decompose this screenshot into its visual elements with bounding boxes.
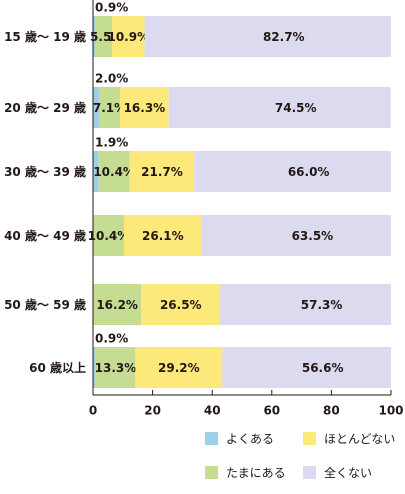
- data-label-above: 0.9%: [95, 1, 128, 15]
- data-label: 63.5%: [292, 229, 334, 243]
- data-label: 82.7%: [263, 30, 305, 44]
- bar-segment: [93, 16, 96, 57]
- data-label: 16.3%: [124, 101, 166, 115]
- bar-segment: [93, 284, 142, 325]
- x-tick-label: 80: [323, 404, 340, 418]
- category-label: 50 歳〜 59 歳: [4, 297, 86, 312]
- legend-swatch-icon: [205, 432, 218, 445]
- data-label: 10.9%: [107, 30, 149, 44]
- legend-item-1: ほとんどない: [303, 430, 395, 447]
- legend-label: たまにある: [226, 466, 286, 480]
- bar-segment: [135, 347, 223, 388]
- bar-segment: [93, 347, 96, 388]
- data-label: 26.1%: [142, 229, 184, 243]
- data-label: 56.6%: [302, 361, 344, 375]
- category-label: 60 歳以上: [29, 360, 86, 375]
- data-label: 29.2%: [158, 361, 200, 375]
- data-label-above: 0.9%: [95, 332, 128, 346]
- x-tick-label: 60: [263, 404, 280, 418]
- category-label: 40 歳〜 49 歳: [4, 228, 86, 243]
- bar-segment: [120, 87, 169, 128]
- bar-segment: [144, 16, 391, 57]
- legend-item-3: 全くない: [303, 464, 372, 481]
- legend-label: ほとんどない: [324, 432, 396, 446]
- data-label: 74.5%: [275, 101, 317, 115]
- legend-swatch-icon: [303, 432, 316, 445]
- category-label: 15 歳〜 19 歳: [4, 29, 86, 44]
- bar-segment: [123, 215, 202, 256]
- data-label: 10.4%: [88, 229, 130, 243]
- legend-swatch-icon: [205, 466, 218, 479]
- data-label: 57.3%: [301, 298, 343, 312]
- legend-label: よくある: [226, 432, 275, 446]
- x-tick-label: 40: [204, 404, 221, 418]
- category-label: 30 歳〜 39 歳: [4, 164, 86, 179]
- x-tick-label: 100: [378, 404, 403, 418]
- bar-segment: [98, 87, 121, 128]
- bar-segment: [93, 151, 99, 192]
- bar-segment: [222, 347, 391, 388]
- data-label: 10.4%: [93, 165, 135, 179]
- legend-swatch-icon: [303, 466, 316, 479]
- chart-legend: よくある ほとんどない たまにある 全くない: [205, 430, 395, 485]
- bar-segment: [129, 151, 195, 192]
- bar-segment: [141, 284, 221, 325]
- x-tick-label: 20: [144, 404, 161, 418]
- legend-item-2: たまにある: [205, 464, 286, 481]
- data-label-above: 1.9%: [95, 136, 128, 150]
- data-label: 66.0%: [288, 165, 330, 179]
- bar-segment: [168, 87, 391, 128]
- legend-label: 全くない: [324, 466, 373, 480]
- legend-item-0: よくある: [205, 430, 274, 447]
- x-tick-label: 0: [89, 404, 97, 418]
- data-label-above: 2.0%: [95, 72, 128, 86]
- bar-segment: [95, 347, 136, 388]
- data-label: 21.7%: [141, 165, 183, 179]
- data-label: 16.2%: [96, 298, 138, 312]
- bar-segment: [220, 284, 391, 325]
- data-label: 13.3%: [95, 361, 137, 375]
- category-label: 20 歳〜 29 歳: [4, 100, 86, 115]
- bar-segment: [93, 215, 124, 256]
- data-label: 26.5%: [160, 298, 202, 312]
- bar-segment: [201, 215, 391, 256]
- bar-segment: [98, 151, 130, 192]
- bar-segment: [93, 87, 99, 128]
- bar-segment: [112, 16, 145, 57]
- bar-segment: [95, 16, 113, 57]
- data-label: 7.1%: [93, 101, 126, 115]
- bar-segment: [194, 151, 391, 192]
